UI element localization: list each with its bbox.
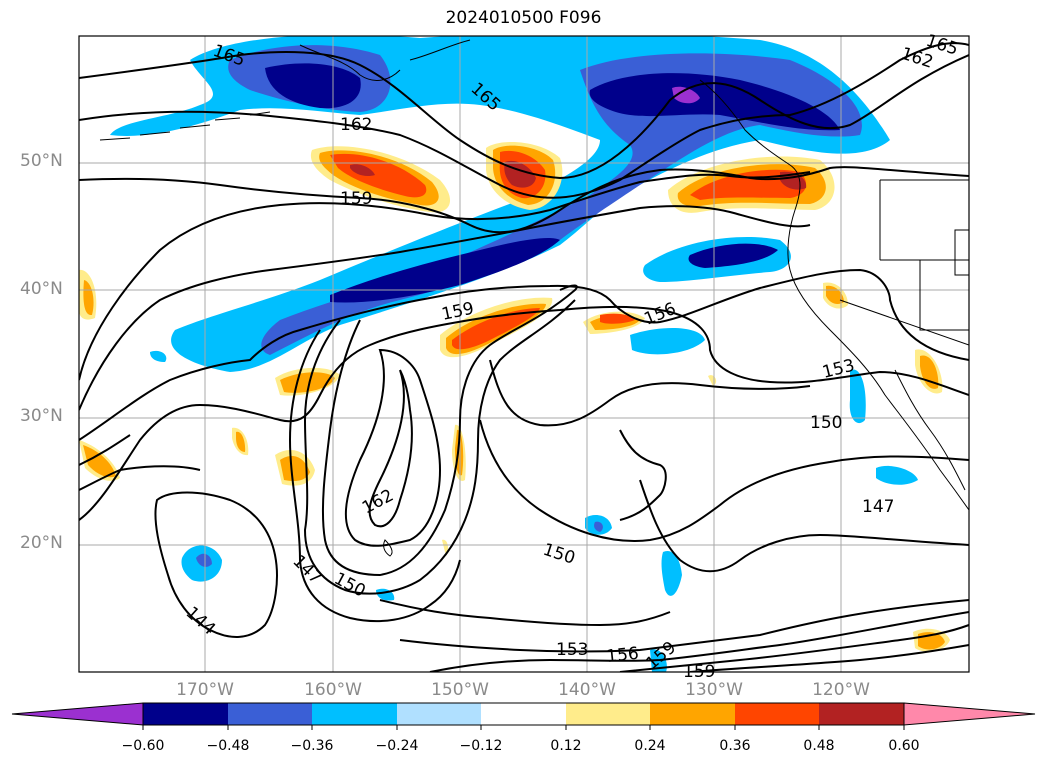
colorbar — [11, 702, 1036, 730]
colorbar-frame — [142, 702, 905, 726]
negative-anomaly-south-2 — [196, 521, 603, 567]
colorbar-tick-label: −0.48 — [206, 738, 250, 754]
colorbar-tick-label: 0.60 — [888, 738, 920, 754]
shaded-field — [79, 36, 950, 672]
negative-anomaly-north-dark — [265, 63, 840, 303]
colorbar-tick-label: 0.48 — [803, 738, 835, 754]
colorbar-tick-label: 0.36 — [719, 738, 751, 754]
lat-label-20n: 20°N — [20, 533, 63, 553]
colorbar-swatch — [481, 703, 566, 725]
negative-anomaly-north-purple — [672, 86, 700, 104]
negative-anomaly-mid-dark — [688, 243, 778, 268]
negative-anomaly-north-mid — [228, 45, 862, 355]
lon-label-130w: 130°W — [685, 680, 743, 700]
contour-label: 159 — [340, 189, 372, 209]
lon-label-150w: 150°W — [431, 680, 489, 700]
colorbar-tick-label: 0.24 — [634, 738, 666, 754]
lon-label-160w: 160°W — [304, 680, 362, 700]
colorbar-high-extension — [903, 702, 1036, 726]
colorbar-tick-label: −0.36 — [290, 738, 334, 754]
contour-label: 147 — [862, 497, 894, 517]
contour-label: 144 — [182, 603, 219, 640]
lat-label-50n: 50°N — [20, 151, 63, 171]
lon-label-170w: 170°W — [176, 680, 234, 700]
map-title: 2024010500 F096 — [445, 8, 602, 28]
contour-label: 153 — [556, 640, 588, 660]
lat-label-30n: 30°N — [20, 406, 63, 426]
colorbar-tick-label: −0.60 — [121, 738, 165, 754]
lat-label-40n: 40°N — [20, 279, 63, 299]
graticule — [79, 36, 969, 672]
colorbar-swatch — [650, 703, 735, 725]
colorbar-tick-label: −0.24 — [375, 738, 419, 754]
colorbar-swatch — [228, 703, 312, 725]
colorbar-swatch — [312, 703, 397, 725]
contour-label: 150 — [810, 413, 842, 433]
map-frame — [78, 35, 970, 673]
lon-label-140w: 140°W — [558, 680, 616, 700]
colorbar-swatch — [397, 703, 481, 725]
contour-label: 162 — [340, 115, 372, 135]
colorbar-low-extension — [11, 702, 144, 726]
coastlines — [99, 39, 969, 557]
contour-label: 150 — [540, 540, 577, 569]
colorbar-tick-label: 0.12 — [550, 738, 582, 754]
lon-label-120w: 120°W — [812, 680, 870, 700]
positive-anomaly-red — [330, 150, 807, 350]
colorbar-swatch — [143, 703, 228, 725]
contour-label: 147 — [288, 551, 325, 588]
colorbar-swatch — [819, 703, 904, 725]
contour-label: 156 — [641, 299, 679, 330]
contour-label: 156 — [605, 644, 639, 667]
colorbar-tick-label: −0.12 — [459, 738, 503, 754]
contour-label: 162 — [359, 486, 397, 519]
height-contours — [79, 42, 969, 672]
colorbar-swatch — [566, 703, 650, 725]
colorbar-swatch — [735, 703, 819, 725]
